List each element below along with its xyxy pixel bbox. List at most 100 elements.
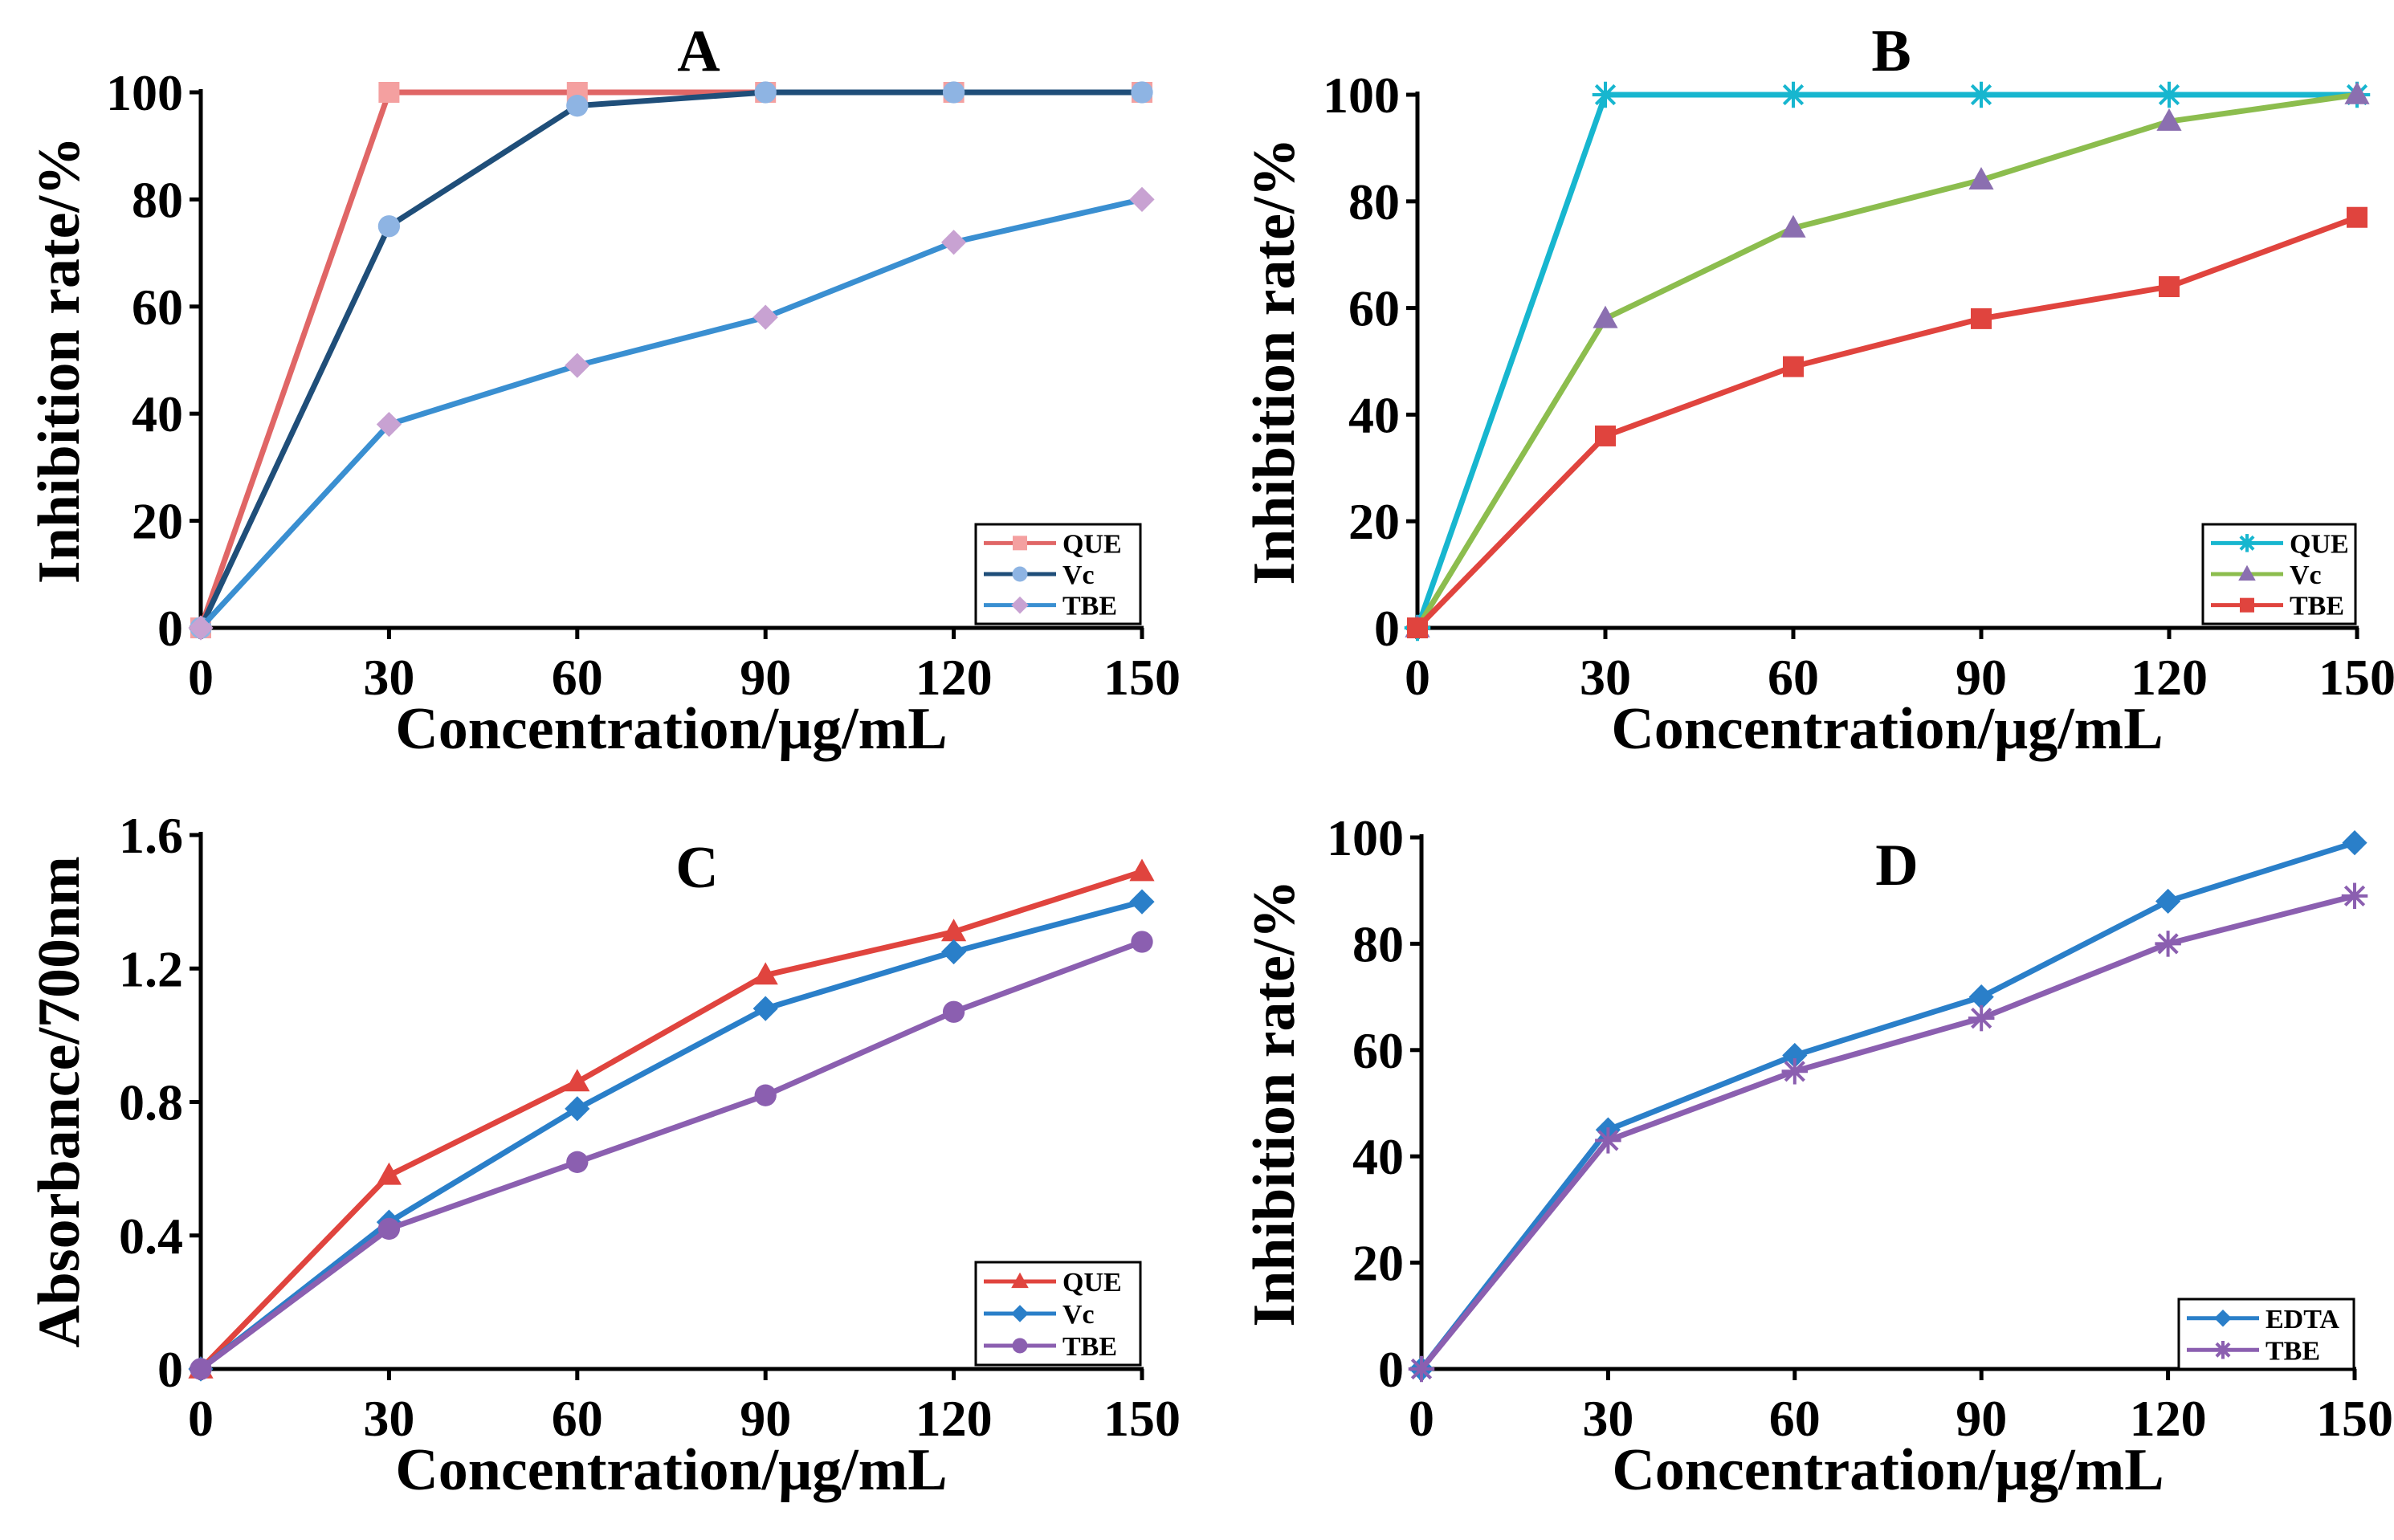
data-point-tbe (188, 615, 214, 641)
x-tick-label: 150 (2319, 649, 2394, 706)
y-tick-label: 20 (1352, 1235, 1404, 1292)
data-point-vc (941, 939, 967, 965)
legend-label-edta: EDTA (2266, 1305, 2339, 1334)
data-point-edta (1782, 1042, 1808, 1069)
y-tick-label: 60 (1352, 1022, 1404, 1079)
series-line-tbe (1419, 893, 2355, 1371)
data-point-tbe (1131, 931, 1153, 953)
series-line-que (1414, 92, 2357, 629)
y-tick-label: 0.8 (119, 1074, 183, 1131)
x-axis-title: Concentration/μg/mL (1611, 696, 2163, 762)
x-tick-label: 30 (1580, 649, 1631, 706)
legend-marker-vc (1011, 1305, 1029, 1322)
legend-marker-vc (1012, 566, 1028, 582)
y-tick-label: 60 (132, 279, 183, 336)
legend-marker-que (2237, 534, 2257, 552)
data-point-tbe (1595, 425, 1616, 446)
data-point-que (1592, 81, 1619, 108)
data-point-tbe (1129, 186, 1155, 212)
y-tick-label: 80 (1352, 915, 1404, 972)
x-tick-label: 60 (1769, 1390, 1821, 1447)
data-point-vc (1131, 81, 1153, 104)
x-tick-label: 60 (552, 649, 603, 706)
x-tick-label: 0 (188, 649, 214, 706)
series-line-vc (198, 89, 1142, 629)
x-tick-label: 0 (1409, 1390, 1434, 1447)
data-point-tbe (376, 411, 402, 438)
series-line-tbe (198, 196, 1143, 630)
x-tick-label: 0 (188, 1390, 214, 1447)
legend-label-vc: Vc (1062, 560, 1095, 590)
series-line-edta (1419, 840, 2356, 1371)
y-tick-label: 1.2 (119, 940, 183, 997)
data-point-vc (752, 996, 778, 1021)
data-point-vc (566, 95, 589, 117)
data-point-tbe (2341, 882, 2368, 910)
data-point-tbe (377, 1217, 401, 1241)
y-tick-label: 20 (1348, 493, 1400, 550)
data-point-que (1968, 81, 1995, 108)
x-tick-label: 90 (1956, 1390, 2007, 1447)
legend-label-tbe: TBE (1062, 1332, 1117, 1362)
data-point-tbe (190, 1358, 212, 1380)
data-point-vc (2344, 81, 2370, 104)
data-point-vc (565, 1096, 590, 1122)
data-point-que (2155, 81, 2183, 108)
data-point-que (941, 919, 967, 942)
data-point-que (376, 1162, 402, 1185)
y-tick-label: 20 (132, 493, 183, 550)
panel-title: D (1875, 833, 1918, 898)
data-point-vc (1593, 305, 1618, 328)
legend-label-vc: Vc (2290, 560, 2322, 590)
data-point-tbe (754, 1084, 777, 1106)
data-point-tbe (2155, 931, 2181, 957)
data-point-vc (2156, 108, 2182, 131)
x-tick-label: 150 (1103, 649, 1181, 706)
legend-marker-tbe (1011, 596, 1029, 614)
y-tick-label: 0 (1374, 600, 1400, 657)
data-point-tbe (1781, 1058, 1809, 1085)
data-point-edta (2155, 888, 2181, 915)
data-point-edta (1968, 984, 1994, 1010)
x-tick-label: 150 (2316, 1390, 2393, 1447)
panel-title: C (675, 835, 718, 901)
y-axis-title: Inhibition rate/% (27, 136, 92, 584)
data-point-tbe (1595, 1127, 1621, 1154)
data-point-tbe (1968, 1004, 1995, 1032)
legend-label-que: QUE (2290, 529, 2349, 559)
legend-label-vc: Vc (1062, 1300, 1095, 1330)
data-point-vc (1780, 214, 1806, 238)
data-point-tbe (565, 352, 590, 378)
y-tick-label: 80 (1348, 173, 1400, 230)
legend-label-tbe: TBE (1062, 592, 1117, 621)
legend-box (2177, 1298, 2355, 1371)
chart-panel-b: 0 20 40 60 80 100 0 30 60 90 120 150 Concentration/μ… (1242, 18, 2394, 762)
data-point-tbe (1783, 356, 1804, 377)
y-tick-label: 1.6 (119, 807, 183, 864)
data-point-tbe (2347, 206, 2367, 228)
data-point-que (565, 1069, 590, 1092)
data-point-tbe (1971, 308, 1992, 329)
panel-title: A (677, 18, 720, 84)
y-tick-label: 40 (1348, 386, 1400, 443)
y-tick-label: 100 (1327, 809, 1404, 866)
chart-panel-c: 0 0.4 0.8 1.2 1.6 0 30 60 90 120 150 Concentration/… (27, 807, 1181, 1503)
y-axis-title: Absorbance/700nm (27, 856, 92, 1348)
data-point-que (752, 962, 778, 985)
data-point-tbe (566, 1151, 589, 1173)
data-point-vc (942, 81, 965, 104)
legend-label-tbe: TBE (2290, 592, 2344, 621)
y-tick-label: 100 (106, 64, 183, 121)
y-tick-label: 40 (132, 385, 183, 442)
legend-label-que: QUE (1062, 1268, 1122, 1298)
x-tick-label: 90 (740, 1390, 791, 1447)
x-tick-label: 120 (2130, 1390, 2207, 1447)
data-point-tbe (942, 1000, 965, 1023)
x-axis-title: Concentration/μg/mL (1612, 1437, 2164, 1503)
legend-label-que: QUE (1062, 529, 1122, 559)
data-point-tbe (752, 304, 778, 330)
x-tick-label: 120 (2131, 649, 2208, 706)
series-line-tbe (198, 939, 1144, 1371)
legend-marker-que (1011, 1272, 1029, 1289)
x-tick-label: 30 (363, 1390, 414, 1447)
